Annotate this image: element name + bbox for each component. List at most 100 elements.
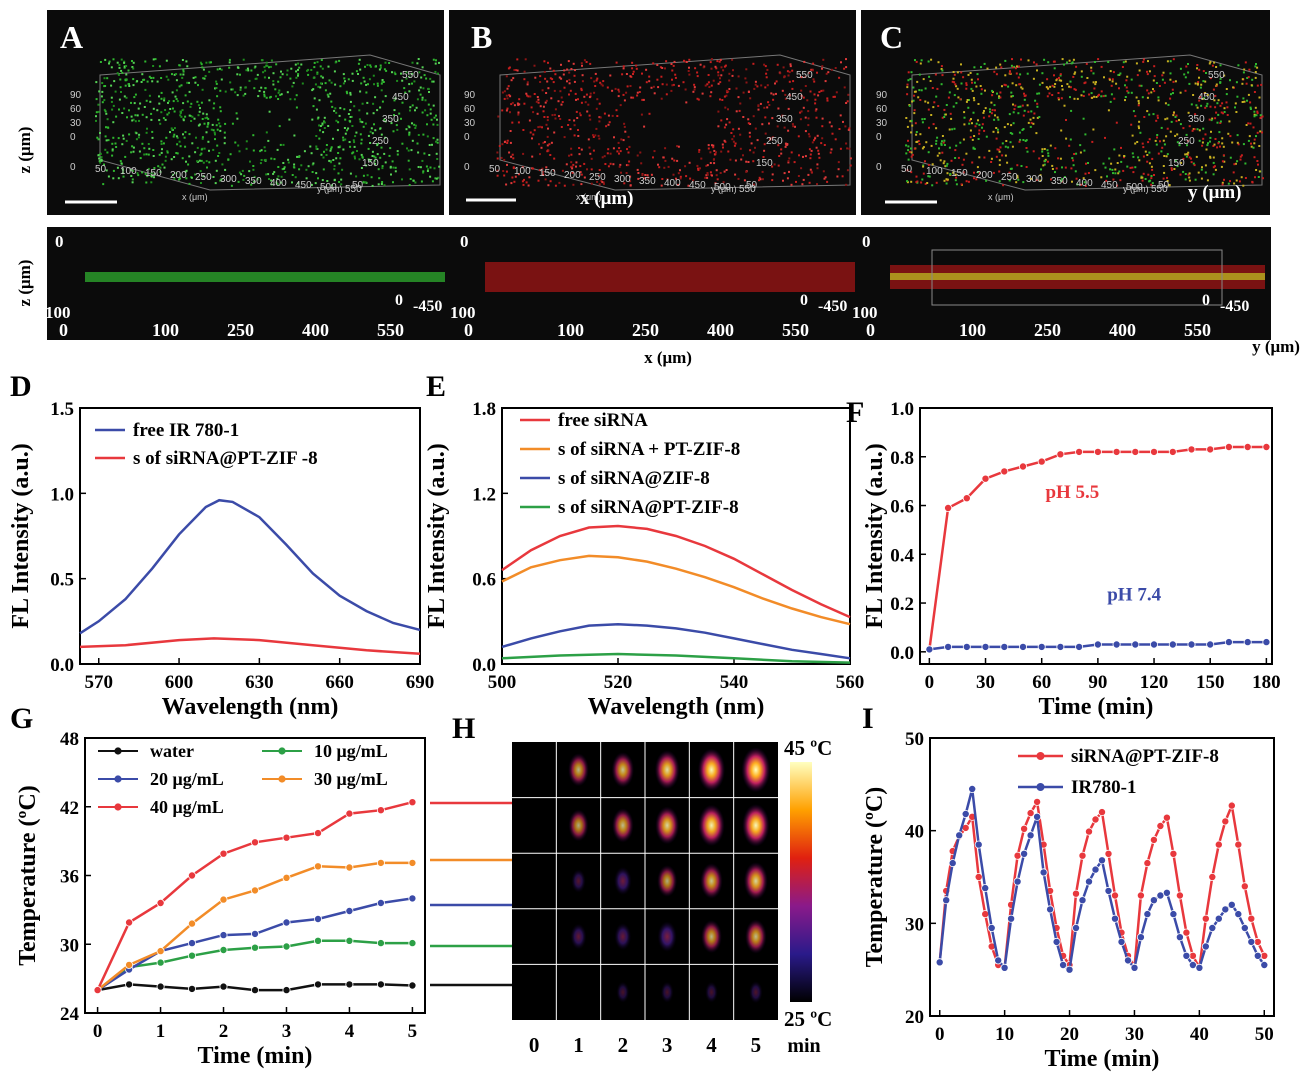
speckle-dot	[732, 128, 735, 131]
speckle-dot	[265, 131, 268, 134]
speckle-dot	[906, 93, 909, 96]
speckle-dot	[1118, 154, 1121, 157]
speckle-dot	[359, 133, 362, 136]
speckle-dot	[262, 71, 265, 74]
speckle-dot	[409, 106, 412, 109]
speckle-dot	[516, 58, 519, 61]
speckle-dot	[428, 144, 431, 146]
speckle-dot	[618, 90, 621, 93]
data-point	[1033, 797, 1042, 806]
speckle-dot	[1138, 127, 1140, 130]
speckle-dot	[414, 127, 417, 129]
speckle-dot	[176, 143, 179, 146]
speckle-dot	[537, 98, 540, 101]
speckle-dot	[349, 145, 352, 148]
speckle-dot	[577, 129, 579, 131]
speckle-dot	[346, 92, 349, 95]
speckle-dot	[618, 152, 620, 155]
speckle-dot	[207, 117, 210, 120]
speckle-dot	[1079, 144, 1082, 147]
speckle-dot	[512, 157, 515, 160]
data-point	[250, 838, 259, 847]
speckle-dot	[983, 110, 985, 112]
speckle-dot	[756, 139, 759, 142]
speckle-dot	[200, 152, 203, 155]
speckle-dot	[537, 101, 540, 104]
speckle-dot	[936, 136, 939, 139]
speckle-dot	[197, 84, 199, 87]
speckle-dot	[310, 183, 313, 186]
speckle-dot	[1157, 152, 1160, 155]
speckle-dot	[150, 118, 153, 121]
y-tick: 450	[1198, 92, 1215, 103]
speckle-dot	[145, 131, 148, 134]
data-point	[994, 956, 1003, 965]
speckle-dot	[162, 142, 165, 145]
speckle-dot	[1115, 82, 1118, 85]
speckle-dot	[704, 84, 707, 87]
speckle-dot	[283, 166, 286, 169]
speckle-dot	[1169, 130, 1172, 133]
speckle-dot	[371, 184, 374, 187]
speckle-dot	[933, 101, 936, 104]
speckle-dot	[1097, 58, 1100, 61]
data-point	[961, 810, 970, 819]
speckle-dot	[570, 161, 573, 164]
speckle-dot	[224, 168, 227, 171]
speckle-dot	[184, 94, 187, 97]
speckle-dot	[381, 79, 384, 81]
series-line	[79, 498, 421, 635]
speckle-dot	[119, 160, 122, 163]
speckle-dot	[241, 169, 244, 172]
speckle-dot	[1212, 88, 1215, 91]
speckle-dot	[1006, 161, 1009, 164]
speckle-dot	[1251, 180, 1254, 183]
speckle-dot	[998, 180, 1001, 183]
speckle-dot	[275, 181, 278, 184]
speckle-dot	[998, 170, 1001, 173]
speckle-dot	[1232, 171, 1235, 174]
speckle-dot	[719, 98, 721, 101]
speckle-dot	[717, 74, 720, 77]
data-point	[1013, 851, 1022, 860]
speckle-dot	[1185, 155, 1188, 158]
speckle-dot	[421, 159, 424, 162]
speckle-dot	[563, 136, 566, 139]
speckle-dot	[907, 145, 910, 148]
side-x-tick: 550	[782, 320, 809, 340]
y-tick-label: 42	[60, 798, 79, 819]
speckle-dot	[218, 122, 221, 125]
speckle-dot	[1138, 69, 1141, 72]
data-point	[313, 936, 322, 945]
speckle-dot	[237, 144, 240, 147]
speckle-dot	[435, 114, 437, 117]
speckle-dot	[275, 63, 278, 66]
speckle-dot	[915, 133, 918, 136]
speckle-dot	[745, 81, 748, 84]
speckle-dot	[436, 123, 439, 126]
speckle-dot	[1004, 74, 1007, 77]
speckle-dot	[576, 117, 579, 119]
speckle-dot	[737, 177, 740, 180]
speckle-dot	[1131, 166, 1134, 169]
speckle-dot	[215, 80, 218, 83]
speckle-dot	[1249, 101, 1252, 104]
speckle-dot	[814, 137, 817, 140]
speckle-dot	[1155, 143, 1158, 146]
speckle-dot	[138, 133, 141, 136]
speckle-dot	[297, 182, 300, 185]
thermal-spot	[745, 919, 767, 954]
speckle-dot	[936, 87, 939, 90]
speckle-dot	[384, 120, 387, 123]
speckle-dot	[1163, 81, 1166, 84]
speckle-dot	[362, 174, 365, 177]
speckle-dot	[692, 179, 695, 182]
speckle-dot	[293, 166, 296, 169]
speckle-dot	[1000, 66, 1003, 69]
speckle-dot	[347, 78, 350, 81]
z-tick: 0	[876, 132, 882, 143]
data-point	[1224, 442, 1233, 451]
data-point	[313, 862, 322, 871]
speckle-dot	[238, 150, 241, 153]
speckle-dot	[735, 87, 738, 90]
